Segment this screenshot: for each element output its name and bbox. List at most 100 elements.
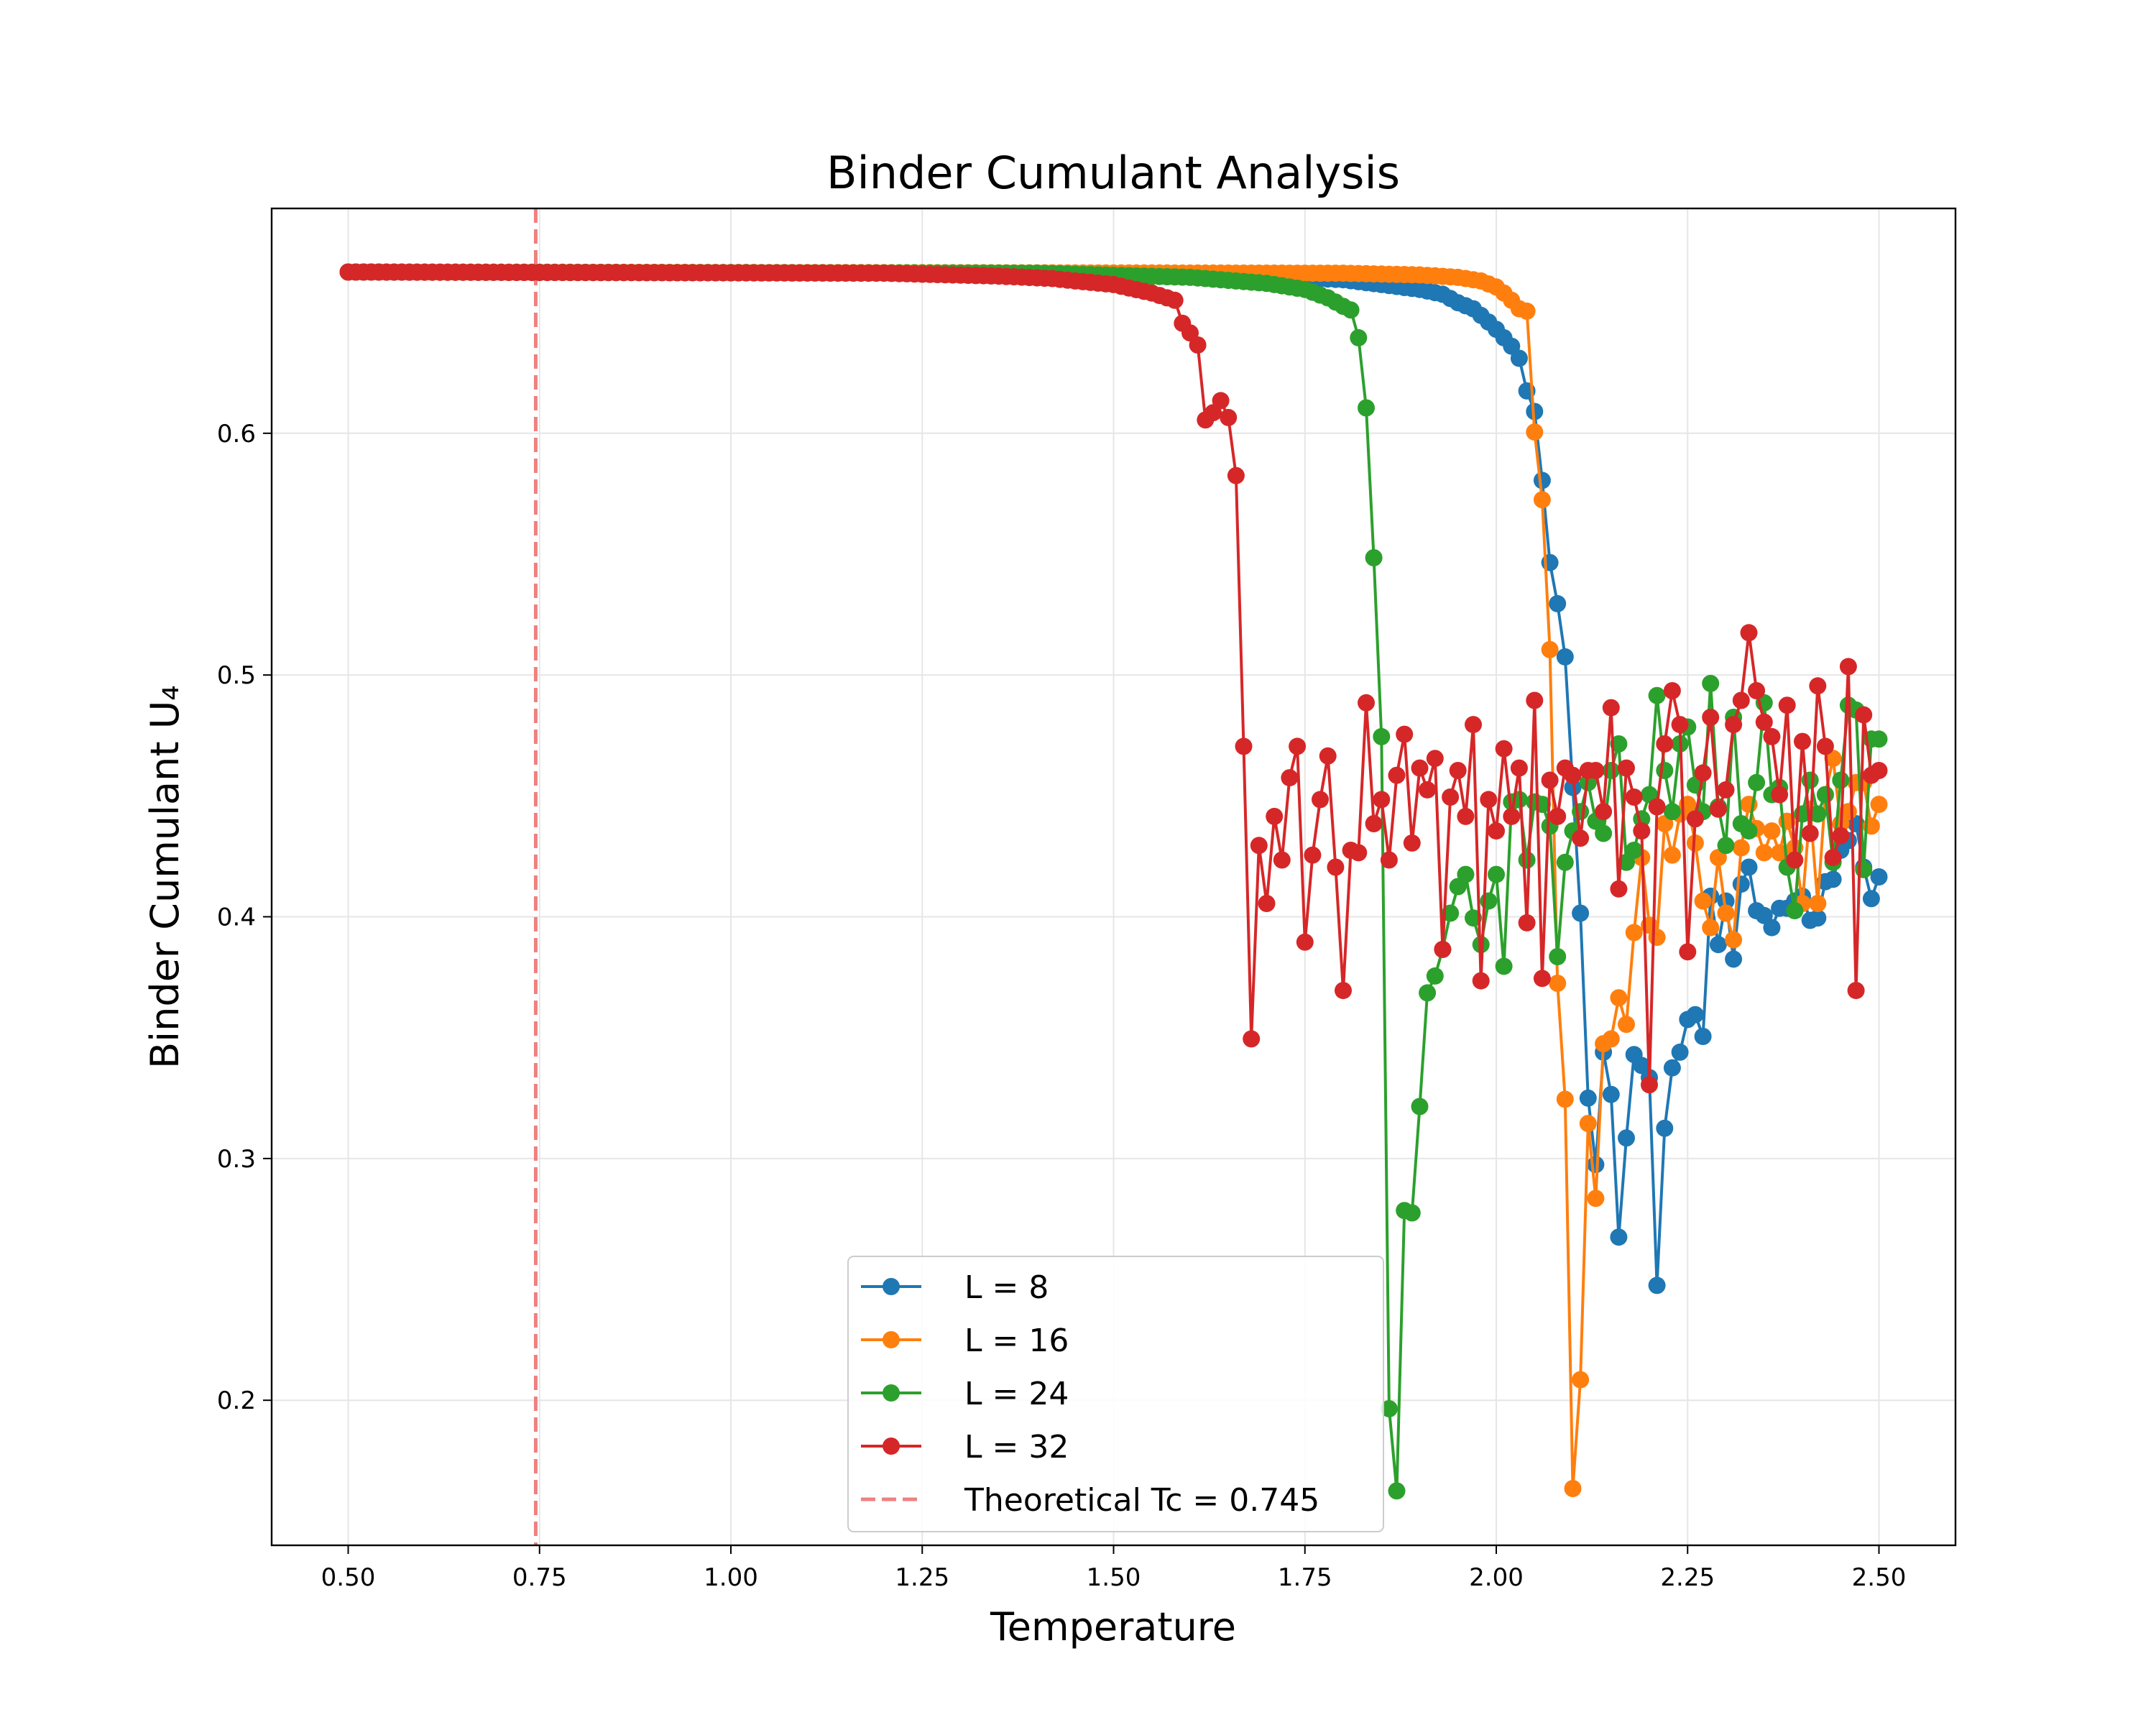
legend-label: L = 24 bbox=[964, 1376, 1069, 1412]
data-point bbox=[1648, 798, 1666, 816]
data-point bbox=[1403, 1204, 1421, 1222]
data-point bbox=[1510, 349, 1528, 367]
data-point bbox=[1702, 674, 1720, 692]
data-point bbox=[1296, 933, 1314, 951]
data-point bbox=[1564, 778, 1582, 796]
data-point bbox=[1648, 686, 1666, 704]
data-point bbox=[1434, 940, 1452, 958]
data-point bbox=[1495, 740, 1513, 758]
data-point bbox=[1618, 759, 1635, 777]
data-point bbox=[1403, 834, 1421, 852]
data-point bbox=[1587, 762, 1605, 779]
data-point bbox=[1556, 853, 1574, 871]
data-point bbox=[1549, 975, 1567, 992]
data-point bbox=[1663, 803, 1681, 821]
data-point bbox=[1771, 786, 1789, 804]
data-point bbox=[1572, 1371, 1590, 1389]
data-point bbox=[1258, 895, 1276, 912]
data-point bbox=[1694, 892, 1712, 910]
legend-label: L = 32 bbox=[964, 1429, 1069, 1466]
data-point bbox=[1786, 851, 1804, 869]
data-point bbox=[1388, 1482, 1406, 1500]
data-point bbox=[1862, 890, 1880, 908]
data-point bbox=[1694, 1028, 1712, 1045]
data-point bbox=[1442, 788, 1460, 806]
data-point bbox=[1289, 737, 1307, 755]
data-point bbox=[1648, 929, 1666, 947]
x-tick-label: 1.00 bbox=[704, 1563, 758, 1592]
data-point bbox=[1488, 822, 1505, 840]
legend-marker bbox=[883, 1384, 900, 1402]
data-point bbox=[1212, 392, 1230, 410]
data-point bbox=[1335, 982, 1352, 1000]
y-tick-label: 0.4 bbox=[217, 903, 256, 932]
data-point bbox=[1725, 716, 1743, 734]
data-point bbox=[1541, 771, 1559, 789]
data-point bbox=[1358, 694, 1375, 712]
data-point bbox=[1641, 1076, 1658, 1094]
data-point bbox=[1503, 807, 1521, 825]
data-point bbox=[1602, 1085, 1620, 1103]
data-point bbox=[1189, 336, 1207, 354]
data-point bbox=[1426, 750, 1444, 768]
x-tick-label: 2.00 bbox=[1469, 1563, 1524, 1592]
data-point bbox=[1457, 807, 1475, 825]
data-point bbox=[1426, 967, 1444, 985]
data-point bbox=[1518, 851, 1536, 869]
data-point bbox=[1717, 892, 1735, 910]
data-point bbox=[1732, 875, 1750, 893]
data-point bbox=[1166, 291, 1184, 309]
data-point bbox=[1656, 762, 1674, 779]
data-point bbox=[1740, 858, 1758, 876]
data-point bbox=[1786, 902, 1804, 920]
data-point bbox=[1457, 865, 1475, 883]
data-point bbox=[1855, 706, 1873, 724]
data-point bbox=[1610, 880, 1628, 898]
data-point bbox=[1832, 771, 1850, 789]
data-point bbox=[1663, 1059, 1681, 1077]
data-point bbox=[1717, 781, 1735, 799]
data-point bbox=[1358, 399, 1375, 417]
data-point bbox=[1579, 1089, 1597, 1107]
data-point bbox=[1304, 846, 1322, 864]
data-point bbox=[1740, 624, 1758, 642]
data-point bbox=[1755, 844, 1773, 862]
data-point bbox=[1549, 948, 1567, 965]
data-point bbox=[1488, 865, 1505, 883]
data-point bbox=[1702, 709, 1720, 726]
data-point bbox=[1495, 957, 1513, 975]
data-point bbox=[1855, 860, 1873, 878]
data-point bbox=[1564, 766, 1582, 784]
ticks: 0.50 0.75 1.00 1.25 1.50 1.75 2.00 2.25 2.50 0.2 0… bbox=[217, 420, 1906, 1592]
data-point bbox=[1663, 682, 1681, 699]
data-point bbox=[1618, 1129, 1635, 1147]
data-point bbox=[1510, 759, 1528, 777]
data-point bbox=[1235, 737, 1253, 755]
data-point bbox=[1671, 716, 1689, 734]
y-tick-label: 0.2 bbox=[217, 1386, 256, 1415]
data-point bbox=[1610, 989, 1628, 1007]
data-point bbox=[1809, 895, 1827, 912]
data-point bbox=[1396, 725, 1414, 743]
data-point bbox=[1472, 972, 1490, 990]
data-point bbox=[1618, 1016, 1635, 1034]
series-layer bbox=[339, 263, 1888, 1500]
data-point bbox=[1564, 1480, 1582, 1497]
data-point bbox=[1709, 936, 1727, 954]
data-point bbox=[1656, 735, 1674, 753]
data-point bbox=[1380, 1400, 1398, 1417]
data-point bbox=[1801, 824, 1819, 842]
data-point bbox=[1350, 328, 1368, 346]
data-point bbox=[1480, 892, 1498, 910]
data-point bbox=[1373, 727, 1391, 745]
data-point bbox=[1648, 1276, 1666, 1294]
data-point bbox=[1686, 810, 1704, 828]
data-point bbox=[1748, 773, 1766, 791]
data-point bbox=[1824, 870, 1842, 888]
data-point bbox=[1702, 919, 1720, 937]
data-point bbox=[1411, 759, 1429, 777]
data-point bbox=[1809, 909, 1827, 927]
data-point bbox=[1579, 1115, 1597, 1133]
data-point bbox=[1243, 1030, 1261, 1048]
